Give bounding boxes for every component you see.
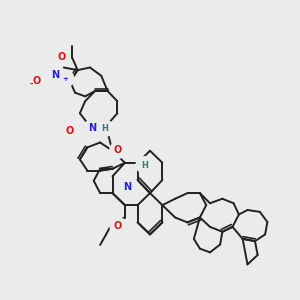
Text: +: + <box>63 76 69 82</box>
Circle shape <box>47 67 64 83</box>
Text: N: N <box>51 70 60 80</box>
Circle shape <box>110 218 126 234</box>
Text: O: O <box>114 221 122 231</box>
Circle shape <box>84 120 100 136</box>
Circle shape <box>97 120 113 136</box>
Circle shape <box>23 76 39 92</box>
Text: -: - <box>29 80 33 88</box>
Circle shape <box>54 49 70 65</box>
Text: O: O <box>114 145 122 155</box>
Text: H: H <box>102 124 108 133</box>
Text: H: H <box>141 160 148 169</box>
Circle shape <box>110 142 126 158</box>
Circle shape <box>28 73 45 90</box>
Text: O: O <box>32 76 40 86</box>
Text: O: O <box>65 126 74 136</box>
Circle shape <box>136 157 153 173</box>
Text: N: N <box>88 123 96 133</box>
Text: N: N <box>123 182 132 193</box>
Circle shape <box>61 123 78 140</box>
Text: O: O <box>58 52 66 62</box>
Circle shape <box>57 70 74 87</box>
Circle shape <box>119 179 136 196</box>
